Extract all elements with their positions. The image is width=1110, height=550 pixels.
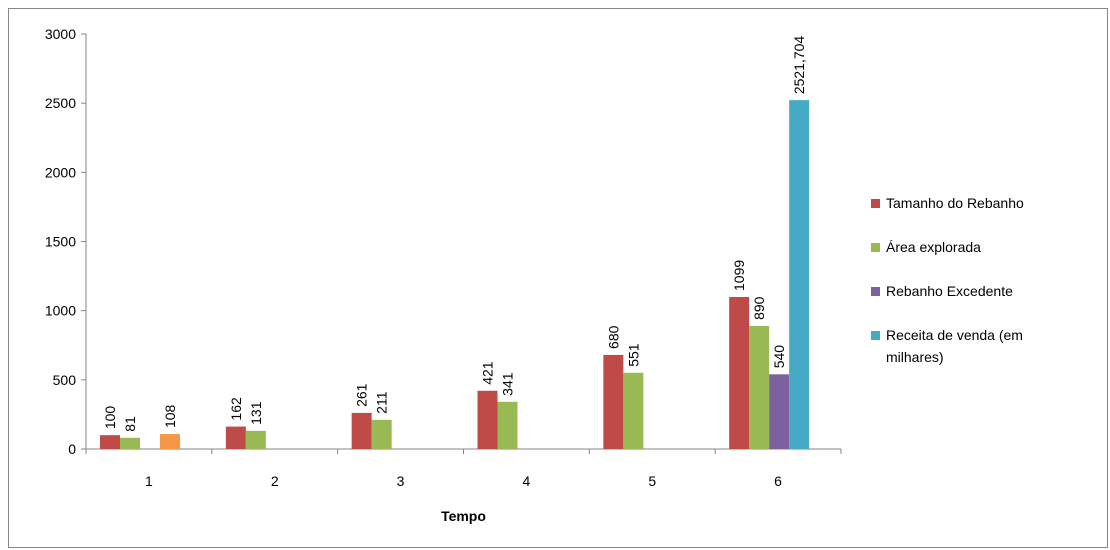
data-label: 2521,704: [791, 36, 807, 95]
legend-swatch: [871, 287, 880, 296]
y-tick-label: 1000: [45, 303, 76, 319]
data-label: 211: [374, 391, 390, 414]
x-axis-title: Tempo: [441, 508, 486, 524]
y-tick-label: 0: [68, 441, 76, 457]
legend-swatch: [871, 331, 880, 340]
x-tick-label: 3: [397, 473, 405, 489]
data-label: 108: [162, 404, 178, 428]
y-tick-label: 3000: [45, 26, 76, 42]
y-tick-label: 2500: [45, 95, 76, 111]
x-tick-label: 6: [774, 473, 782, 489]
legend-swatch: [871, 199, 880, 208]
data-label: 1099: [731, 260, 747, 291]
bar: [749, 325, 770, 449]
legend-entry: Área explorada: [886, 239, 981, 255]
data-label: 100: [102, 406, 118, 430]
bar: [729, 296, 750, 449]
data-label: 341: [500, 372, 516, 396]
bar: [120, 437, 140, 449]
bar: [371, 419, 392, 449]
chart-frame: 0 500 1000 1500 2000 2500 3000 1 2 3 4 5 6 Tempo 100 16…: [8, 8, 1108, 548]
bar: [497, 401, 518, 449]
data-label: 680: [605, 325, 621, 349]
data-label: 421: [480, 361, 496, 385]
legend-entry: Receita de venda (em milhares): [886, 327, 1023, 365]
bar: [245, 430, 266, 449]
data-label: 540: [771, 345, 787, 369]
bar: [225, 426, 246, 449]
bar: [100, 435, 120, 449]
y-tick-label: 1500: [45, 234, 76, 250]
bar: [477, 390, 498, 449]
y-tick-label: 500: [53, 372, 77, 388]
x-tick-label: 2: [271, 473, 279, 489]
data-label: 131: [248, 401, 264, 425]
bar: [160, 434, 180, 449]
legend-entry: Rebanho Excedente: [886, 283, 1013, 299]
bar-chart: 0 500 1000 1500 2000 2500 3000 1 2 3 4 5 6 Tempo 100 16…: [45, 26, 1024, 524]
y-tick-label: 2000: [45, 164, 76, 180]
data-label: 890: [751, 296, 767, 320]
data-label: 551: [625, 343, 641, 367]
bar: [789, 100, 810, 449]
x-tick-label: 4: [523, 473, 531, 489]
bar: [351, 412, 372, 449]
legend-swatch: [871, 243, 880, 252]
legend-entry: Tamanho do Rebanho: [886, 195, 1024, 211]
data-label: 261: [354, 383, 370, 407]
bar: [769, 374, 790, 449]
bar: [623, 372, 644, 449]
data-label: 162: [228, 397, 244, 421]
bar: [603, 354, 624, 449]
x-tick-label: 5: [648, 473, 656, 489]
data-label: 81: [122, 416, 138, 432]
x-tick-label: 1: [145, 473, 153, 489]
